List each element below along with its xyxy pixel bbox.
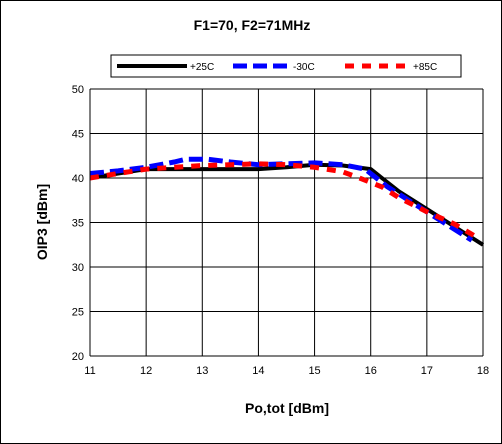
- x-tick-label: 13: [196, 365, 208, 377]
- x-tick-label: 17: [421, 365, 433, 377]
- x-axis-title: Po,tot [dBm]: [245, 400, 329, 416]
- chart-title: F1=70, F2=71MHz: [194, 17, 311, 33]
- legend: +25C -30C +85C: [110, 54, 462, 78]
- x-tick-label: 12: [140, 365, 152, 377]
- x-tick-label: 11: [84, 365, 95, 377]
- y-tick-label: 30: [72, 262, 84, 274]
- series-line-25c: [89, 162, 485, 247]
- series-line-30c: [89, 156, 474, 243]
- axes: [89, 89, 483, 357]
- y-tick-label: 25: [72, 307, 84, 319]
- legend-label-25c: +25C: [190, 62, 214, 73]
- y-tick-label: 40: [72, 173, 84, 185]
- legend-label-30c: -30C: [293, 62, 315, 73]
- y-tick-label: 45: [72, 129, 84, 141]
- series-line-85c: [89, 161, 479, 240]
- x-tick-label: 18: [477, 365, 489, 377]
- legend-label-85c: +85C: [413, 62, 437, 73]
- series-layer: [89, 156, 485, 247]
- y-tick-label: 20: [72, 351, 84, 363]
- y-tick-label: 35: [72, 218, 84, 230]
- x-tick-label: 15: [308, 365, 320, 377]
- y-axis-title: OIP3 [dBm]: [34, 184, 50, 260]
- x-tick-label: 14: [252, 365, 264, 377]
- tick-labels: 11 12 13 14 15 16 17 18 20 25 30 35 40 45 50: [72, 84, 489, 377]
- y-tick-label: 50: [72, 84, 84, 96]
- x-tick-label: 16: [365, 365, 377, 377]
